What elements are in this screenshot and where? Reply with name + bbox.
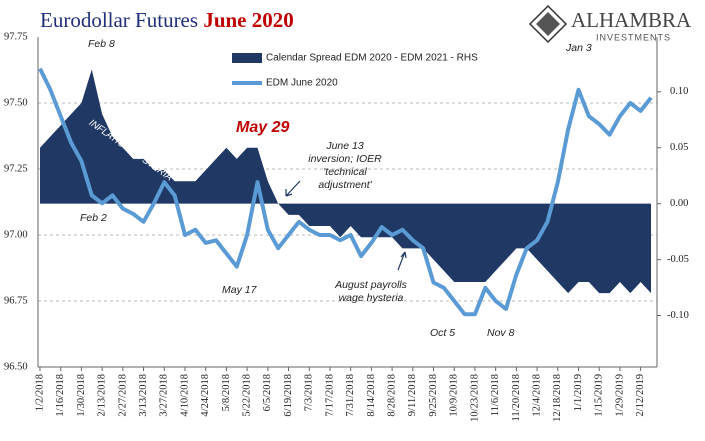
y2-tick-label: -0.05 xyxy=(667,254,689,265)
x-tick-label: 1/30/2018 xyxy=(76,374,87,417)
x-tick-label: 7/31/2018 xyxy=(345,374,356,417)
annotation: May 17 xyxy=(222,284,258,296)
x-tick-label: 7/3/2018 xyxy=(304,374,315,411)
annotation: wage hysteria xyxy=(339,292,404,304)
x-tick-label: 12/18/2018 xyxy=(552,374,563,422)
x-tick-label: 5/8/2018 xyxy=(221,374,232,411)
x-tick-label: 9/11/2018 xyxy=(407,374,418,416)
y2-tick-label: 0.05 xyxy=(670,142,688,153)
y2-tick-label: 0.10 xyxy=(670,86,688,97)
price-line xyxy=(38,67,653,317)
x-tick-label: 11/20/2018 xyxy=(511,374,522,421)
x-tick-label: 3/13/2018 xyxy=(138,374,149,417)
logo: ALHAMBRA INVESTMENTS xyxy=(528,4,692,44)
annotation: Nov 8 xyxy=(487,327,515,339)
annotation: adjustment' xyxy=(318,179,372,191)
y-tick-label: 96.50 xyxy=(4,361,28,372)
x-tick-label: 6/5/2018 xyxy=(262,374,273,411)
annotation: Feb 8 xyxy=(88,38,115,50)
arrow xyxy=(285,180,301,197)
annotation: 'technical xyxy=(323,166,367,178)
x-tick-label: 10/9/2018 xyxy=(449,374,460,417)
x-tick-label: 10/23/2018 xyxy=(469,374,480,422)
x-tick-label: 11/6/2018 xyxy=(490,374,501,416)
annotation: Oct 5 xyxy=(430,327,455,339)
x-tick-label: 2/12/2019 xyxy=(635,374,646,417)
logo-tagline: INVESTMENTS xyxy=(596,32,671,42)
x-tick-label: 5/22/2018 xyxy=(242,374,253,417)
plot-area: 96.50 96.75 97.00 97.25 97.50 97.75 -0.10 -0.05… xyxy=(4,31,689,421)
y-tick-label: 97.75 xyxy=(4,31,28,42)
annotation: August payrolls xyxy=(334,279,408,291)
x-tick-label: 1/29/2019 xyxy=(614,374,625,417)
legend-swatch xyxy=(232,53,262,63)
arrow xyxy=(397,251,407,271)
x-tick-label: 12/4/2018 xyxy=(531,374,542,417)
x-tick-label: 4/10/2018 xyxy=(179,374,190,417)
title-main: Eurodollar Futures xyxy=(40,8,198,32)
annotation: May 29 xyxy=(236,119,289,136)
x-tick-label: 4/24/2018 xyxy=(200,374,211,417)
x-tick-label: 1/1/2019 xyxy=(573,374,584,411)
y-tick-label: 96.75 xyxy=(4,295,28,306)
logo-icon xyxy=(528,4,568,44)
logo-icon-inner xyxy=(536,12,560,36)
annotation: Jan 3 xyxy=(565,42,592,54)
x-tick-label: 2/27/2018 xyxy=(117,374,128,417)
x-tick-label: 9/25/2018 xyxy=(428,374,439,417)
y-tick-label: 97.00 xyxy=(4,229,28,240)
y2-tick-label: -0.10 xyxy=(667,310,689,321)
x-tick-label: 1/15/2019 xyxy=(594,374,605,417)
spread-area xyxy=(40,69,651,294)
x-tick-label: 8/14/2018 xyxy=(366,374,377,417)
x-tick-label: 8/28/2018 xyxy=(387,374,398,417)
chart-title: Eurodollar Futures June 2020 xyxy=(40,8,294,32)
y-tick-label: 97.50 xyxy=(4,97,28,108)
y-tick-label: 97.25 xyxy=(4,163,28,174)
x-tick-label: 1/2/2018 xyxy=(34,374,45,411)
y2-tick-label: 0.00 xyxy=(670,198,688,209)
legend-label: EDM June 2020 xyxy=(266,78,338,89)
annotation: Feb 2 xyxy=(80,212,107,224)
annotation: inversion; IOER xyxy=(308,153,382,165)
legend-label: Calendar Spread EDM 2020 - EDM 2021 - RH… xyxy=(266,53,478,64)
title-highlight: June 2020 xyxy=(203,8,293,32)
x-tick-label: 1/16/2018 xyxy=(55,374,66,417)
annotation: June 13 xyxy=(325,140,364,152)
x-tick-label: 3/27/2018 xyxy=(159,374,170,417)
x-tick-label: 6/19/2018 xyxy=(283,374,294,417)
x-tick-label: 7/17/2018 xyxy=(324,374,335,417)
x-tick-label: 2/13/2018 xyxy=(97,374,108,417)
logo-name: ALHAMBRA xyxy=(571,8,692,32)
